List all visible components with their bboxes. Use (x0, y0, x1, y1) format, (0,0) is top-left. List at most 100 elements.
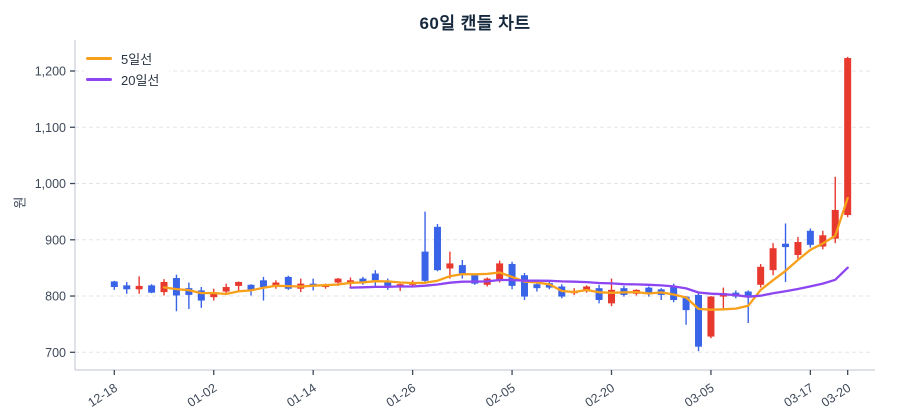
candle (222, 283, 230, 294)
candle (272, 280, 280, 289)
candle (657, 288, 665, 300)
candle-body (197, 290, 205, 301)
x-tick-label: 01-02 (185, 381, 219, 410)
candle-body (757, 266, 765, 285)
candle (719, 287, 727, 309)
candle-body (844, 58, 852, 216)
candle (682, 296, 690, 325)
candle-body (819, 235, 827, 247)
candle-body (595, 288, 603, 300)
candle-body (421, 251, 429, 281)
candle-body (645, 287, 653, 293)
candle (458, 260, 466, 279)
legend-item-ma20[interactable]: 20일선 (86, 69, 159, 90)
candle (235, 281, 243, 291)
candle (371, 270, 379, 287)
candle-body (433, 226, 441, 271)
y-tick-label: 800 (45, 290, 66, 304)
x-tick-label: 01-14 (284, 381, 318, 410)
candle-body (123, 285, 131, 290)
candle (210, 288, 218, 301)
ma5-legend-label: 5일선 (121, 52, 153, 67)
candle-body (247, 284, 255, 291)
y-axis: 1,200 1,100 1,000 900 800 700 (35, 65, 75, 360)
candle-body (110, 281, 118, 288)
y-axis-title: 원 (12, 196, 28, 209)
candle-body (359, 278, 367, 282)
candle-body (608, 289, 615, 304)
candle-body (670, 285, 678, 300)
candle (769, 243, 777, 276)
candle (284, 275, 292, 290)
candle (135, 276, 143, 294)
axes (74, 40, 875, 371)
candle-body (794, 242, 802, 255)
candle (185, 282, 193, 309)
candle-body (384, 280, 392, 286)
candle-body (583, 286, 591, 291)
candle-body (185, 288, 193, 295)
candle-body (172, 278, 180, 296)
candle-body (782, 243, 790, 248)
y-tick-label: 900 (45, 233, 66, 247)
candle (123, 281, 131, 294)
candle-body (707, 296, 715, 337)
chart-title: 60일 캔들 차트 (419, 14, 531, 33)
candle-body (520, 275, 528, 297)
legend: 5일선 20일선 (84, 45, 170, 93)
candle (197, 287, 205, 308)
candle (695, 293, 703, 352)
candle-body (831, 209, 839, 239)
candle (508, 261, 516, 290)
candle (520, 272, 528, 300)
candle-body (235, 281, 243, 286)
candle-body (148, 285, 156, 293)
candle-body (695, 294, 703, 347)
candle-body (371, 273, 379, 281)
y-tick-label: 1,000 (35, 177, 66, 191)
candle (707, 296, 715, 339)
y-tick-label: 700 (45, 346, 66, 360)
x-tick-label: 03-17 (782, 381, 816, 410)
candle-body (682, 296, 690, 311)
x-tick-label: 03-20 (819, 381, 853, 410)
candle-body (259, 280, 267, 288)
candle (433, 224, 441, 272)
candle-body (806, 230, 814, 245)
y-tick-label: 1,200 (35, 65, 66, 79)
candle (819, 230, 827, 250)
candle (110, 280, 118, 290)
candle (421, 211, 429, 282)
ma20-line (349, 266, 849, 298)
ma20-line-swatch (86, 77, 112, 82)
candle (844, 56, 852, 218)
candle-body (272, 282, 280, 286)
legend-item-ma5[interactable]: 5일선 (86, 48, 159, 69)
candle-body (769, 248, 777, 271)
x-tick-label: 02-05 (483, 381, 517, 410)
x-axis: 12-18 01-02 01-14 01-26 02-05 02-20 03-05 03-17… (85, 370, 853, 410)
candle-body (533, 284, 541, 289)
candle-body (458, 265, 466, 274)
candle (172, 274, 180, 312)
y-tick-label: 1,100 (35, 121, 66, 135)
candle-body (446, 263, 454, 269)
x-tick-label: 12-18 (85, 381, 119, 410)
candle (595, 284, 603, 304)
candle (645, 286, 653, 297)
candle (446, 251, 454, 279)
x-tick-label: 01-26 (384, 381, 418, 410)
ma5-line (162, 196, 849, 311)
candle-body (744, 291, 752, 297)
candle (806, 228, 814, 248)
ma5-line-swatch (86, 56, 112, 61)
x-tick-label: 02-20 (583, 381, 617, 410)
candle (794, 236, 802, 261)
candle-body (508, 263, 516, 286)
candle (757, 263, 765, 288)
ma20-legend-label: 20일선 (121, 73, 160, 88)
candle-body (284, 276, 292, 289)
candle (471, 274, 479, 285)
gridlines (75, 70, 872, 353)
